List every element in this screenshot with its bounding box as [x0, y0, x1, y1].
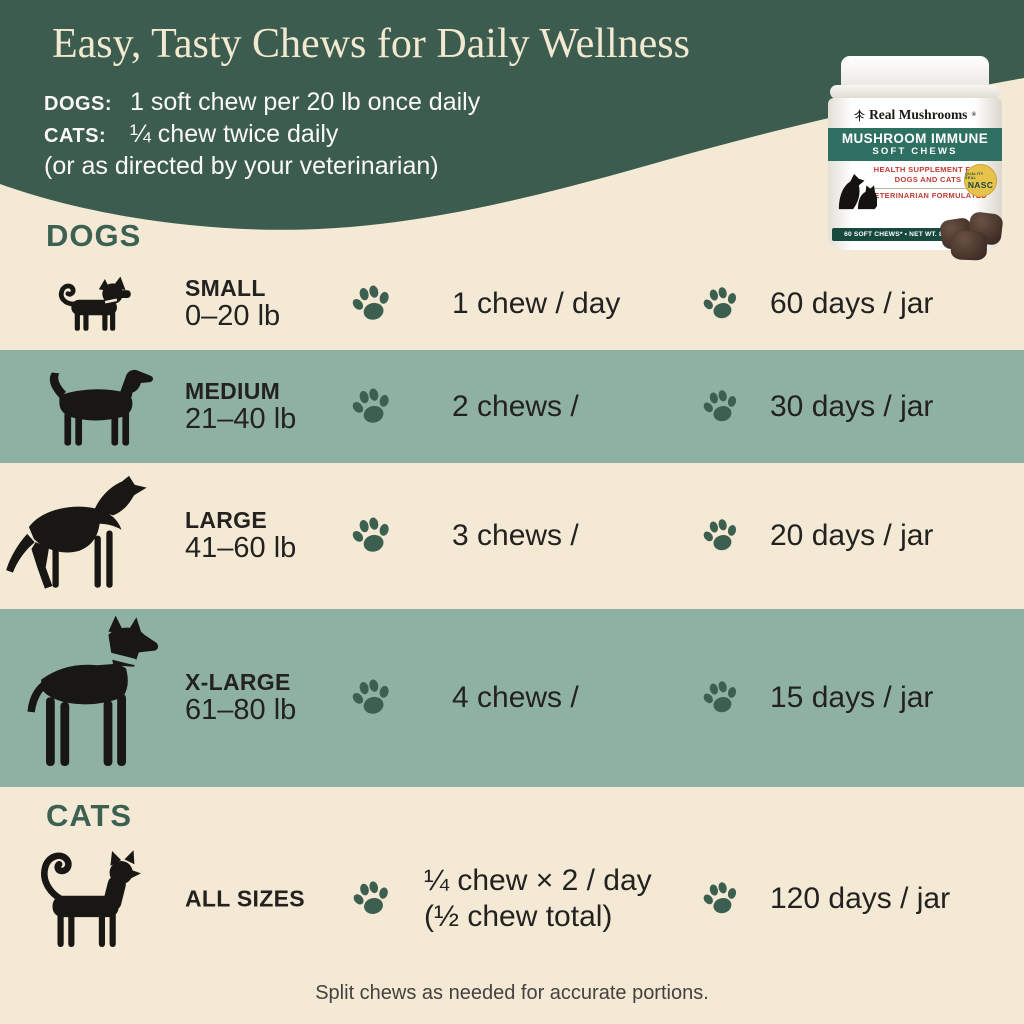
size-cell: ALL SIZES — [185, 886, 375, 913]
jar-lid-lip — [830, 85, 1000, 99]
size-cell: LARGE 41–60 lb — [185, 507, 375, 565]
product-name-band: MUSHROOM IMMUNE SOFT CHEWS — [828, 128, 1002, 161]
nasc-quality-seal-badge: QUALITY SEAL NASC — [964, 164, 997, 197]
days-text: 30 days / jar — [770, 389, 934, 423]
size-cell: X-LARGE 61–80 lb — [185, 669, 375, 727]
days-text: 20 days / jar — [770, 519, 934, 552]
size-cell: MEDIUM 21–40 lb — [185, 378, 375, 436]
product-subname: SOFT CHEWS — [872, 146, 958, 157]
vet-formulated-text: VETERINARIAN FORMULATED — [869, 190, 987, 200]
paw-icon — [698, 387, 744, 426]
cat-icon — [10, 846, 185, 952]
small-dog-icon — [10, 273, 185, 335]
trademark-symbol: ® — [971, 112, 976, 118]
dog-and-cat-silhouette-icon — [838, 173, 877, 210]
table-row-medium-dog: MEDIUM 21–40 lb 2 chews / 30 days / jar — [0, 350, 1024, 463]
table-row-large-dog: LARGE 41–60 lb 3 chews / 20 days / jar — [0, 463, 1024, 609]
paw-icon — [698, 679, 744, 717]
dose-cell: ¼ chew × 2 / day (½ chew total) — [424, 863, 724, 935]
table-row-xlarge-dog: X-LARGE 61–80 lb 4 chews / 15 days / jar — [0, 609, 1024, 787]
size-cell: SMALL 0–20 lb — [185, 275, 375, 333]
header-wave-background — [0, 0, 1024, 230]
weight-range: 0–20 lb — [185, 300, 281, 332]
dose-text: 3 chews / — [452, 519, 579, 552]
product-tagline: HEALTH SUPPLEMENT FOR DOGS AND CATS — [873, 165, 983, 184]
badge-text: NASC — [967, 179, 994, 190]
paw-icon — [348, 283, 396, 325]
cats-dosage-text: ¼ chew twice daily — [130, 120, 339, 148]
dogs-dosage-label: DOGS: — [44, 93, 113, 115]
paw-icon — [698, 285, 744, 323]
paw-icon — [698, 880, 744, 918]
brand-name: Real Mushrooms — [869, 107, 968, 122]
brand-row: Real Mushrooms ® — [828, 107, 1002, 123]
size-label: SMALL — [185, 275, 266, 301]
dogs-dosage-text: 1 soft chew per 20 lb once daily — [130, 88, 481, 116]
weight-range: 41–60 lb — [185, 532, 297, 564]
footer-note: Split chews as needed for accurate porti… — [315, 982, 709, 1004]
dose-text: 2 chews / — [452, 389, 579, 423]
cats-section-heading: CATS — [46, 798, 133, 833]
days-text: 60 days / jar — [770, 287, 934, 320]
size-label: X-LARGE — [185, 669, 291, 695]
page-title: Easy, Tasty Chews for Daily Wellness — [52, 21, 690, 67]
dose-text: 1 chew / day — [452, 287, 621, 320]
product-name: MUSHROOM IMMUNE — [841, 131, 989, 146]
paw-icon — [348, 879, 396, 919]
dogs-dosage-line: DOGS: 1 soft chew per 20 lb once daily — [44, 88, 480, 117]
dose-subtext: (½ chew total) — [424, 900, 613, 933]
weight-range: 21–40 lb — [185, 402, 297, 435]
paw-icon — [698, 517, 744, 555]
days-text: 120 days / jar — [770, 882, 951, 915]
paw-icon — [348, 385, 396, 428]
badge-top-text: QUALITY SEAL — [965, 171, 984, 180]
dose-text: 4 chews / — [452, 681, 579, 714]
size-label: ALL SIZES — [185, 885, 305, 912]
medium-dog-icon — [10, 365, 185, 449]
product-jar: Real Mushrooms ® MUSHROOM IMMUNE SOFT CHE… — [828, 56, 1002, 250]
size-label: LARGE — [185, 507, 267, 533]
cats-dosage-line: CATS: ¼ chew twice daily — [44, 120, 338, 149]
dogs-section-heading: DOGS — [46, 218, 142, 253]
weight-range: 61–80 lb — [185, 694, 297, 726]
size-label: MEDIUM — [185, 377, 281, 404]
table-row-small-dog: SMALL 0–20 lb 1 chew / day 60 days / jar — [0, 256, 1024, 352]
large-dog-icon — [0, 475, 184, 597]
table-row-cats: ALL SIZES ¼ chew × 2 / day (½ chew total… — [0, 838, 1024, 960]
tree-logo-icon — [854, 108, 865, 122]
dose-text: ¼ chew × 2 / day — [424, 864, 652, 897]
cats-dosage-label: CATS: — [44, 125, 107, 147]
label-divider — [872, 187, 984, 189]
paw-icon — [348, 515, 396, 557]
vet-note: (or as directed by your veterinarian) — [44, 152, 439, 180]
paw-icon — [348, 677, 396, 719]
days-text: 15 days / jar — [770, 681, 934, 714]
xlarge-dog-icon — [10, 614, 185, 782]
